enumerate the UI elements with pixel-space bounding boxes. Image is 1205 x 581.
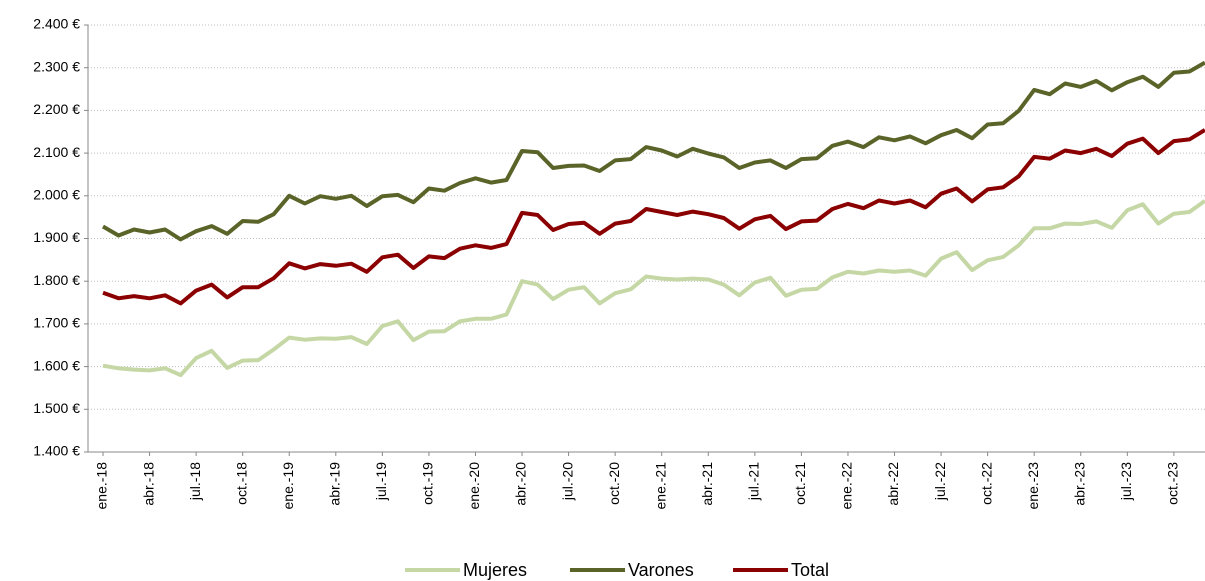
- x-tick-label: abr.-21: [699, 462, 715, 506]
- y-tick-label: 2.300 €: [33, 58, 80, 74]
- x-tick-label: jul.-18: [187, 462, 203, 501]
- legend-label: Total: [791, 560, 829, 580]
- x-tick-label: oct.-23: [1165, 462, 1181, 505]
- y-tick-label: 1.500 €: [33, 400, 80, 416]
- x-tick-label: jul.-19: [373, 462, 389, 501]
- x-tick-label: jul.-21: [746, 462, 762, 501]
- series-line: [102, 128, 1205, 306]
- x-tick-label: oct.-20: [606, 462, 622, 505]
- y-tick-label: 1.800 €: [33, 272, 80, 288]
- x-tick-label: abr.-18: [140, 462, 156, 506]
- x-tick-label: jul.-22: [932, 462, 948, 501]
- series-line: [101, 60, 1205, 242]
- y-tick-label: 2.000 €: [33, 187, 80, 203]
- x-tick-label: abr.-23: [1071, 462, 1087, 506]
- x-tick-label: ene.-19: [280, 462, 296, 510]
- x-tick-label: abr.-19: [327, 462, 343, 506]
- y-tick-label: 2.400 €: [33, 16, 80, 32]
- x-tick-label: ene.-18: [94, 462, 110, 510]
- y-tick-label: 1.900 €: [33, 229, 80, 245]
- x-tick-label: ene.-21: [652, 462, 668, 510]
- x-tick-label: oct.-19: [420, 462, 436, 505]
- x-tick-label: jul.-20: [559, 462, 575, 501]
- y-tick-label: 1.400 €: [33, 443, 80, 459]
- x-tick-label: jul.-23: [1118, 462, 1134, 501]
- x-tick-label: ene.-23: [1025, 462, 1041, 510]
- x-tick-label: ene.-20: [466, 462, 482, 510]
- x-tick-label: oct.-21: [792, 462, 808, 505]
- x-tick-label: oct.-22: [978, 462, 994, 505]
- x-tick-label: oct.-18: [233, 462, 249, 505]
- y-tick-label: 2.200 €: [33, 101, 80, 117]
- y-tick-label: 1.600 €: [33, 357, 80, 373]
- y-tick-label: 2.100 €: [33, 144, 80, 160]
- y-tick-label: 1.700 €: [33, 315, 80, 331]
- legend-label: Varones: [628, 560, 694, 580]
- x-tick-label: abr.-20: [513, 462, 529, 506]
- x-tick-label: ene.-22: [839, 462, 855, 510]
- legend-label: Mujeres: [463, 560, 527, 580]
- x-tick-label: abr.-22: [885, 462, 901, 506]
- series-line: [102, 199, 1205, 378]
